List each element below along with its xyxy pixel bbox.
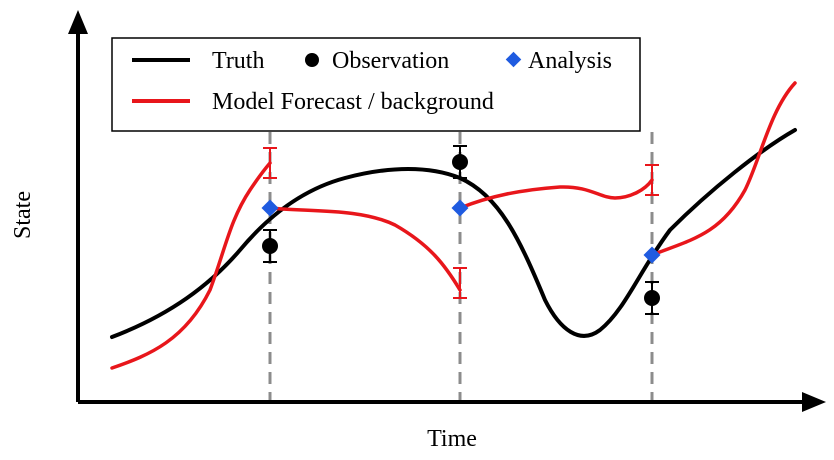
legend-truth-label: Truth bbox=[212, 48, 264, 74]
forecast-curve-3 bbox=[458, 178, 654, 210]
forecast-curve-2 bbox=[268, 206, 462, 292]
x-axis-label: Time bbox=[427, 426, 477, 452]
legend-observation-label: Observation bbox=[332, 48, 449, 74]
truth-curve bbox=[110, 128, 797, 339]
forecast-error-bar-2 bbox=[453, 267, 467, 299]
legend-box bbox=[111, 37, 641, 132]
legend-analysis-label: Analysis bbox=[528, 48, 612, 74]
y-axis-label: State bbox=[10, 191, 36, 239]
observation-point-1 bbox=[262, 238, 278, 254]
legend-forecast-label: Model Forecast / background bbox=[212, 89, 494, 115]
legend-observation-marker bbox=[305, 53, 319, 67]
legend: Truth Observation Analysis Model Forecas… bbox=[111, 37, 641, 132]
forecast-error-bar-1 bbox=[263, 147, 277, 179]
observation-point-2 bbox=[452, 154, 468, 170]
forecast-error-bar-3 bbox=[645, 164, 659, 196]
x-axis-arrow-icon bbox=[802, 392, 826, 412]
forecast-curve-1 bbox=[110, 161, 272, 370]
analysis-point-1 bbox=[261, 199, 279, 217]
forecast-curve-4 bbox=[650, 81, 797, 257]
analysis-point-2 bbox=[451, 199, 469, 217]
observation-point-3 bbox=[644, 290, 660, 306]
analysis-point-3 bbox=[643, 246, 661, 264]
y-axis-arrow-icon bbox=[68, 10, 88, 34]
